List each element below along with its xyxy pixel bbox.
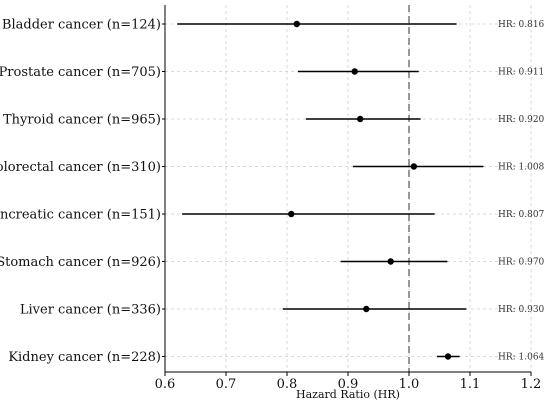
x-tick-label: 0.9 [338,377,359,392]
x-tick-label: 0.6 [155,377,176,392]
x-axis-title: Hazard Ratio (HR) [296,388,400,401]
hr-marker [444,353,452,360]
row-label: Bladder cancer (n=124) [2,18,161,33]
x-tick-label: 1.1 [460,377,481,392]
hr-value-label: HR: 1.008 [498,163,545,173]
hr-marker [351,68,358,75]
row-label-layer: Bladder cancer (n=124) Prostate cancer (n… [0,18,161,366]
hr-marker [410,163,418,170]
row-label: Pancreatic cancer (n=151) [0,208,161,223]
hr-marker [293,20,300,28]
row-label: Thyroid cancer (n=965) [3,113,161,128]
grid-layer [164,5,532,372]
hr-label-layer: HR: 0.816 HR: 0.911 HR: 0.920 HR: 1.008 HR: … [498,20,545,363]
axis-layer: 0.6 0.7 0.8 0.9 1.0 1.1 1.2 [155,5,542,392]
hr-value-label: HR: 0.911 [498,68,544,78]
hr-marker [288,210,295,218]
x-tick-label: 0.8 [277,377,298,392]
marker-layer [288,20,452,360]
row-label: Colorectal cancer (n=310) [0,160,161,175]
hr-value-label: HR: 0.807 [498,210,545,220]
x-tick-label: 0.7 [216,377,237,392]
hr-value-label: HR: 0.970 [498,258,545,268]
hr-value-label: HR: 0.816 [498,20,545,30]
hr-marker [363,305,370,313]
row-label: Liver cancer (n=336) [20,303,161,318]
row-label: Prostate cancer (n=705) [0,65,161,80]
row-label: Kidney cancer (n=228) [8,350,161,365]
hr-value-label: HR: 1.064 [498,353,545,363]
hr-marker [357,115,364,123]
x-tick-label: 1.0 [399,377,420,392]
x-tick-label: 1.2 [521,377,542,392]
row-label: Stomach cancer (n=926) [0,255,161,270]
hr-value-label: HR: 0.930 [498,305,545,315]
hr-marker [387,258,394,265]
hr-value-label: HR: 0.920 [498,115,545,125]
confidence-interval-layer [177,23,484,358]
